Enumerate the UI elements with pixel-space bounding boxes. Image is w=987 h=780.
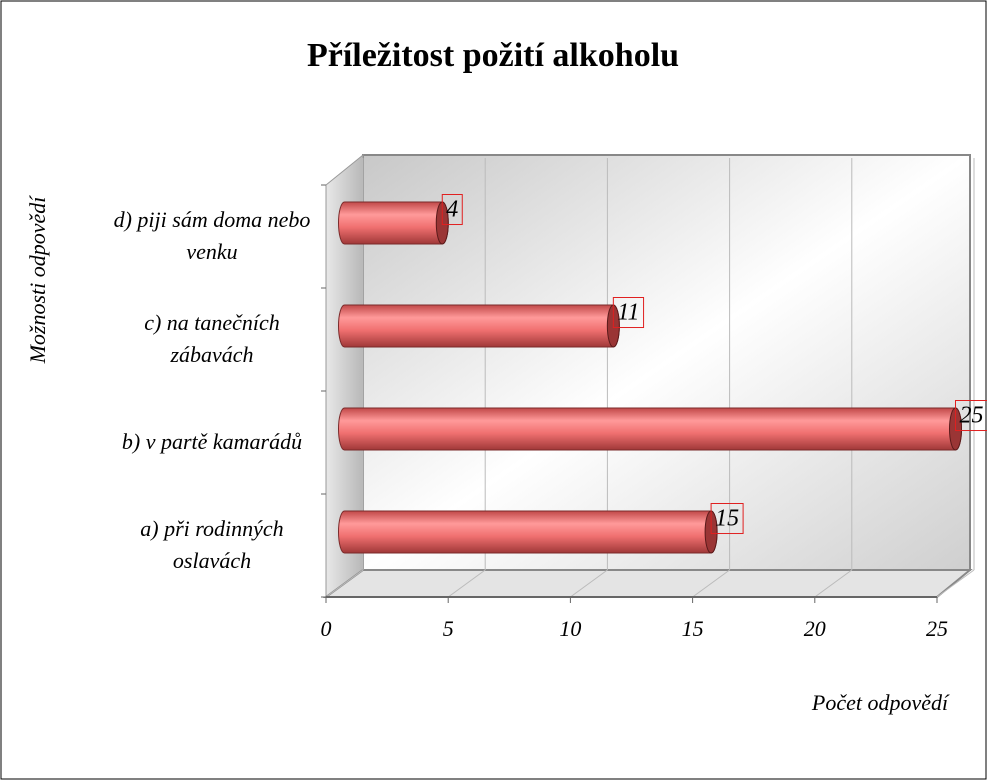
y-tick-label: a) při rodinných oslavách: [140, 516, 284, 573]
x-axis-title: Počet odpovědí: [811, 690, 950, 715]
value-label: 25: [960, 403, 984, 429]
value-label-box: [441, 194, 463, 226]
floor-grid-line: [570, 569, 608, 598]
floor-grid-line: [447, 569, 486, 598]
bar: [338, 510, 718, 554]
chart-title: Příležitost požití alkoholu: [307, 37, 679, 74]
value-label-box: [955, 400, 987, 432]
bar: [338, 407, 962, 451]
floor-grid-line: [936, 569, 975, 598]
y-tick-label: b) v partě kamarádů: [121, 429, 303, 454]
x-tick-label: 20: [804, 616, 826, 641]
y-tick-label: d) piji sám doma nebo venku: [113, 207, 311, 264]
value-label: 11: [617, 300, 639, 326]
floor: [322, 569, 973, 598]
value-label: 4: [446, 197, 458, 223]
y-tick-label: c) na tanečních zábavách: [144, 310, 280, 367]
x-tick-label: 10: [559, 616, 581, 641]
x-tick-label: 0: [321, 616, 332, 641]
value-label-box: [612, 297, 645, 329]
value-label: 15: [715, 506, 739, 532]
bar: [338, 304, 620, 348]
y-axis-title: Možnosti odpovědí: [25, 195, 50, 365]
floor-grid-line: [692, 569, 730, 598]
x-tick-label: 15: [682, 616, 704, 641]
bar: [338, 201, 449, 245]
value-label-box: [710, 503, 744, 535]
x-tick-label: 25: [926, 616, 948, 641]
x-tick-label: 5: [443, 616, 454, 641]
floor-grid-line: [325, 569, 364, 598]
floor-grid-line: [814, 569, 853, 598]
